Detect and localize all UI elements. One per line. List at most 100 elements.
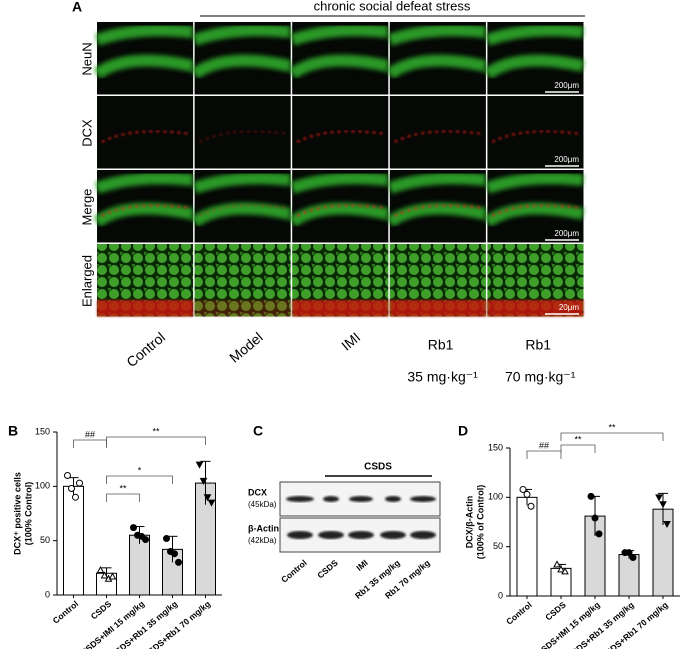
bar [618, 554, 640, 597]
y-axis-label: DCX/β-Actin [464, 496, 474, 549]
micrograph [191, 22, 292, 95]
dcx-signal [194, 300, 291, 317]
significance-bracket [560, 432, 664, 441]
data-point [100, 571, 109, 579]
blot-band [287, 531, 313, 539]
dcx-signal [487, 300, 584, 317]
micrograph [194, 96, 291, 169]
micrograph [194, 244, 291, 317]
micrograph [389, 96, 486, 169]
dcx-signal [199, 130, 289, 143]
dcx-signal [394, 204, 484, 217]
neun-signal [288, 24, 390, 80]
column-label: Rb1 [428, 337, 454, 353]
bar [129, 534, 150, 596]
significance-bracket [526, 450, 562, 459]
y-tick-label: 150 [488, 442, 503, 452]
data-point [659, 501, 667, 509]
row-label: DCX [79, 119, 94, 147]
panel-label: B [8, 423, 18, 439]
neun-signal [288, 172, 390, 228]
data-point [199, 477, 208, 485]
data-point [203, 494, 212, 502]
micrograph [292, 96, 389, 169]
y-axis-label: (100% of Control) [475, 485, 485, 560]
data-point [655, 494, 663, 502]
significance-label: ** [119, 483, 127, 493]
dcx-signal [199, 204, 289, 217]
micrograph [93, 170, 194, 243]
micrograph [288, 170, 390, 243]
row-label: Enlarged [79, 255, 94, 307]
column-label: Model [226, 329, 266, 366]
micrograph: 200μm [487, 96, 584, 169]
blot-band [410, 496, 436, 502]
data-point [163, 534, 170, 542]
lane-label: IMI [354, 558, 369, 573]
micrograph: 200μm [483, 170, 585, 243]
y-tick-label: 50 [493, 541, 503, 551]
dcx-signal [491, 130, 582, 143]
scale-bar-label: 20μm [559, 303, 580, 312]
dcx-signal [101, 130, 191, 143]
data-point [64, 471, 71, 479]
data-point [68, 485, 75, 493]
micrograph [288, 22, 390, 95]
data-point [195, 461, 204, 469]
data-point [175, 558, 182, 566]
significance-label: * [138, 465, 142, 475]
neun-signal [93, 24, 194, 80]
significance-bracket [73, 439, 107, 448]
significance-label: ** [152, 426, 160, 436]
blot-band [286, 496, 314, 502]
micrograph [93, 22, 194, 95]
dcx-signal [389, 300, 486, 317]
group-label: CSDS [364, 462, 392, 473]
data-point [561, 567, 569, 575]
neun-signal [483, 172, 585, 228]
data-point [523, 490, 531, 498]
data-point [629, 554, 637, 562]
data-point [527, 502, 535, 510]
data-point [108, 572, 117, 580]
column-label: IMI [338, 329, 363, 354]
x-tick-label: CSDS [89, 598, 114, 621]
x-tick-label: Control [51, 599, 81, 626]
y-tick-label: 150 [35, 426, 50, 436]
scale-bar-label: 200μm [554, 81, 579, 90]
significance-bracket [106, 436, 206, 445]
column-label: Rb1 [525, 337, 551, 353]
micrograph [97, 244, 194, 317]
blot-label: (42kDa) [248, 536, 277, 545]
y-tick-label: 0 [498, 590, 503, 600]
data-point [519, 485, 527, 493]
lane-label: Control [279, 558, 309, 585]
column-label: 70 mg·kg⁻¹ [505, 369, 576, 385]
neun-signal [386, 24, 487, 80]
data-point [587, 492, 595, 500]
significance-bracket [560, 444, 596, 453]
y-tick-label: 0 [45, 589, 50, 599]
y-tick-label: 50 [40, 535, 50, 545]
blot-band [323, 496, 339, 502]
neun-signal [191, 24, 292, 80]
data-point [625, 549, 633, 557]
scale-bar-label: 200μm [554, 229, 579, 238]
micrograph [191, 170, 292, 243]
y-axis-label: DCX⁺ positive cells [12, 472, 22, 555]
neun-signal [93, 172, 194, 228]
data-point [171, 550, 178, 558]
blot-label: DCX [248, 487, 267, 497]
blot-band [318, 531, 344, 539]
dcx-signal [101, 204, 191, 217]
blot-band [410, 531, 436, 539]
significance-bracket [106, 493, 140, 502]
significance-label: ** [608, 422, 616, 432]
row-label: Merge [79, 189, 94, 226]
micrograph [386, 170, 487, 243]
blot-band [349, 496, 373, 502]
data-point [207, 499, 216, 507]
data-point [557, 565, 565, 573]
micrograph: 20μm [487, 244, 584, 317]
data-point [72, 493, 79, 501]
